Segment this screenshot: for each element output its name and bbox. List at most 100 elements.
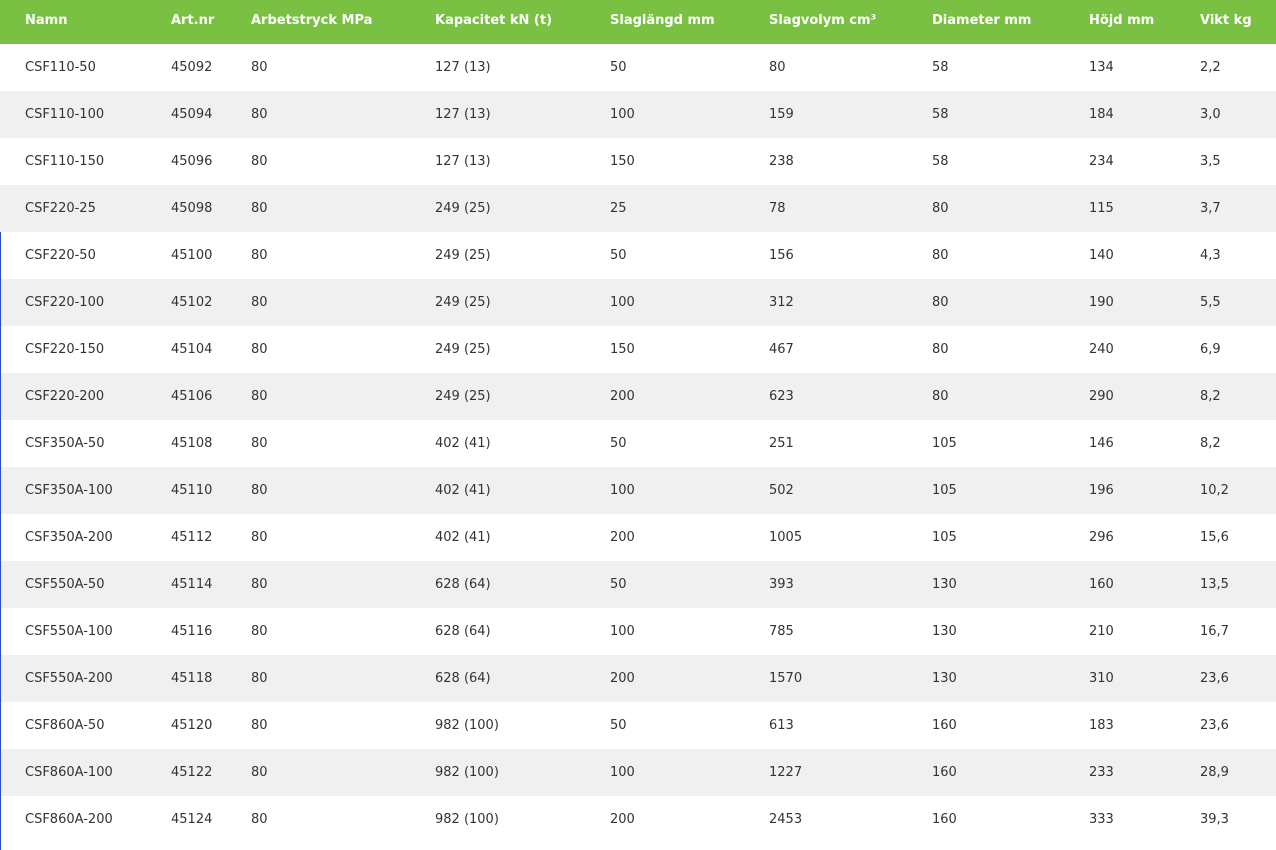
cell-arbetstryck: 80	[251, 279, 435, 326]
cell-hojd: 115	[1089, 185, 1200, 232]
cell-namn: CSF860A-100	[0, 749, 171, 796]
cell-slaglangd: 50	[610, 702, 769, 749]
cell-arbetstryck: 80	[251, 749, 435, 796]
left-edge-line	[0, 232, 1, 850]
cell-slagvolym: 393	[769, 561, 932, 608]
cell-arbetstryck: 80	[251, 467, 435, 514]
cell-hojd: 183	[1089, 702, 1200, 749]
cell-art-nr: 45092	[171, 44, 251, 91]
cell-arbetstryck: 80	[251, 514, 435, 561]
cell-art-nr: 45114	[171, 561, 251, 608]
cell-hojd: 233	[1089, 749, 1200, 796]
cell-arbetstryck: 80	[251, 702, 435, 749]
col-header-diameter[interactable]: Diameter mm	[932, 0, 1089, 44]
cell-slaglangd: 50	[610, 420, 769, 467]
cell-art-nr: 45112	[171, 514, 251, 561]
table-row: CSF110-50 45092 80 127 (13) 50 80 58 134 2,2	[0, 44, 1276, 91]
table-row: CSF550A-100 45116 80 628 (64) 100 785 130 210 16…	[0, 608, 1276, 655]
cell-vikt: 39,3	[1200, 796, 1276, 843]
cell-diameter: 105	[932, 467, 1089, 514]
col-header-namn[interactable]: Namn	[0, 0, 171, 44]
cell-diameter: 105	[932, 420, 1089, 467]
col-header-slagvolym[interactable]: Slagvolym cm³	[769, 0, 932, 44]
cell-art-nr: 45124	[171, 796, 251, 843]
cell-namn: CSF860A-200	[0, 796, 171, 843]
cell-diameter: 58	[932, 91, 1089, 138]
table-row: CSF550A-200 45118 80 628 (64) 200 1570 130 310 2…	[0, 655, 1276, 702]
cell-vikt: 10,2	[1200, 467, 1276, 514]
cell-diameter: 80	[932, 279, 1089, 326]
cell-kapacitet: 127 (13)	[435, 44, 610, 91]
col-header-arbetstryck[interactable]: Arbetstryck MPa	[251, 0, 435, 44]
cell-arbetstryck: 80	[251, 326, 435, 373]
cell-hojd: 190	[1089, 279, 1200, 326]
col-header-vikt[interactable]: Vikt kg	[1200, 0, 1276, 44]
cell-kapacitet: 402 (41)	[435, 467, 610, 514]
table-row: CSF350A-50 45108 80 402 (41) 50 251 105 146 8,2	[0, 420, 1276, 467]
cell-arbetstryck: 80	[251, 91, 435, 138]
cell-vikt: 6,9	[1200, 326, 1276, 373]
table-row: CSF220-200 45106 80 249 (25) 200 623 80 290 8,2	[0, 373, 1276, 420]
table-row: CSF220-25 45098 80 249 (25) 25 78 80 115 3,7	[0, 185, 1276, 232]
cell-diameter: 160	[932, 749, 1089, 796]
cell-diameter: 80	[932, 326, 1089, 373]
cell-hojd: 333	[1089, 796, 1200, 843]
cell-arbetstryck: 80	[251, 44, 435, 91]
cell-kapacitet: 628 (64)	[435, 561, 610, 608]
cell-diameter: 160	[932, 702, 1089, 749]
cell-art-nr: 45110	[171, 467, 251, 514]
cell-kapacitet: 402 (41)	[435, 514, 610, 561]
cell-slagvolym: 613	[769, 702, 932, 749]
cell-vikt: 28,9	[1200, 749, 1276, 796]
cell-vikt: 15,6	[1200, 514, 1276, 561]
cell-hojd: 184	[1089, 91, 1200, 138]
cell-slaglangd: 200	[610, 655, 769, 702]
col-header-art-nr[interactable]: Art.nr	[171, 0, 251, 44]
cell-namn: CSF550A-200	[0, 655, 171, 702]
table-row: CSF220-100 45102 80 249 (25) 100 312 80 190 5,5	[0, 279, 1276, 326]
cell-arbetstryck: 80	[251, 796, 435, 843]
cell-vikt: 23,6	[1200, 702, 1276, 749]
table-row: CSF860A-100 45122 80 982 (100) 100 1227 160 233…	[0, 749, 1276, 796]
table-row: CSF550A-50 45114 80 628 (64) 50 393 130 160 13,5	[0, 561, 1276, 608]
cell-slaglangd: 100	[610, 91, 769, 138]
cell-hojd: 196	[1089, 467, 1200, 514]
cell-slaglangd: 50	[610, 44, 769, 91]
cell-kapacitet: 249 (25)	[435, 373, 610, 420]
cell-vikt: 2,2	[1200, 44, 1276, 91]
cell-namn: CSF110-50	[0, 44, 171, 91]
cell-kapacitet: 249 (25)	[435, 185, 610, 232]
cell-namn: CSF220-25	[0, 185, 171, 232]
cell-hojd: 146	[1089, 420, 1200, 467]
cell-vikt: 8,2	[1200, 420, 1276, 467]
cell-art-nr: 45100	[171, 232, 251, 279]
header-row: Namn Art.nr Arbetstryck MPa Kapacitet kN…	[0, 0, 1276, 44]
cell-arbetstryck: 80	[251, 655, 435, 702]
cell-diameter: 105	[932, 514, 1089, 561]
cell-hojd: 296	[1089, 514, 1200, 561]
cell-arbetstryck: 80	[251, 561, 435, 608]
table-row: CSF860A-200 45124 80 982 (100) 200 2453 160 333…	[0, 796, 1276, 843]
cell-slaglangd: 200	[610, 796, 769, 843]
cell-diameter: 58	[932, 44, 1089, 91]
cell-slagvolym: 467	[769, 326, 932, 373]
cell-slaglangd: 100	[610, 279, 769, 326]
cell-namn: CSF220-50	[0, 232, 171, 279]
col-header-slaglangd[interactable]: Slaglängd mm	[610, 0, 769, 44]
cell-arbetstryck: 80	[251, 138, 435, 185]
table-body: CSF110-50 45092 80 127 (13) 50 80 58 134 2,2 CSF1…	[0, 44, 1276, 843]
cell-arbetstryck: 80	[251, 608, 435, 655]
cell-vikt: 3,5	[1200, 138, 1276, 185]
cell-diameter: 130	[932, 608, 1089, 655]
cell-hojd: 210	[1089, 608, 1200, 655]
cell-kapacitet: 127 (13)	[435, 138, 610, 185]
cell-slagvolym: 238	[769, 138, 932, 185]
cell-hojd: 160	[1089, 561, 1200, 608]
cell-diameter: 80	[932, 185, 1089, 232]
cell-slagvolym: 156	[769, 232, 932, 279]
col-header-hojd[interactable]: Höjd mm	[1089, 0, 1200, 44]
col-header-kapacitet[interactable]: Kapacitet kN (t)	[435, 0, 610, 44]
table-row: CSF860A-50 45120 80 982 (100) 50 613 160 183 23,…	[0, 702, 1276, 749]
cell-slaglangd: 150	[610, 138, 769, 185]
cell-slaglangd: 200	[610, 373, 769, 420]
